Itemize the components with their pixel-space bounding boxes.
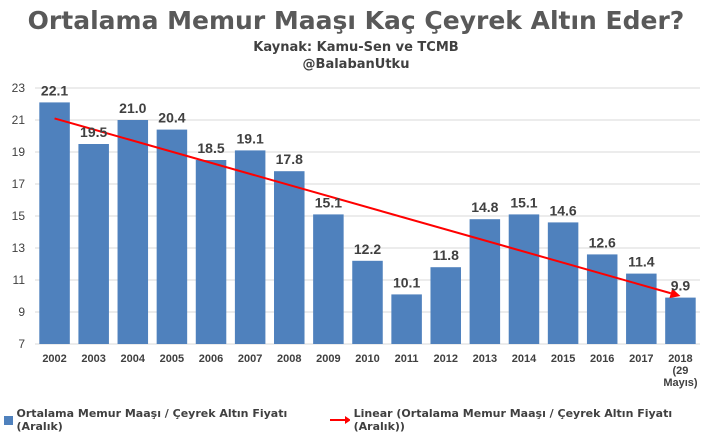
x-tick-label: 2003: [81, 353, 105, 365]
bar: [352, 260, 383, 344]
x-tick-label: 2008: [277, 353, 301, 365]
x-tick-label: 2009: [316, 353, 340, 365]
x-tick-label: 2014: [512, 353, 537, 365]
data-label: 17.8: [276, 151, 303, 167]
x-tick-label: 2016: [590, 353, 614, 365]
x-tick-label: 2006: [199, 353, 223, 365]
x-tick-label: 2004: [121, 353, 146, 365]
legend-trend-label: Linear (Ortalama Memur Maaşı / Çeyrek Al…: [353, 407, 673, 433]
x-tick-label: 2007: [238, 353, 262, 365]
data-label: 9.9: [671, 278, 691, 294]
chart-legend: Ortalama Memur Maaşı / Çeyrek Altın Fiya…: [0, 407, 712, 433]
legend-item-trend: Linear (Ortalama Memur Maaşı / Çeyrek Al…: [329, 407, 708, 433]
data-label: 15.1: [510, 194, 537, 210]
chart-author-handle: @BalabanUtku: [302, 57, 410, 72]
legend-item-bars: Ortalama Memur Maaşı / Çeyrek Altın Fiya…: [4, 407, 321, 433]
bar: [274, 171, 305, 344]
bar: [39, 102, 70, 345]
data-label: 14.8: [471, 199, 498, 215]
bar: [234, 150, 266, 344]
x-tick-label: 2005: [160, 353, 184, 365]
x-tick-label: 2018 (29 Mayıs): [663, 353, 698, 389]
data-label: 12.6: [589, 234, 616, 250]
bar: [586, 254, 618, 344]
data-label: 18.5: [197, 140, 224, 156]
y-tick-label: 17: [12, 177, 26, 191]
legend-bars-label: Ortalama Memur Maaşı / Çeyrek Altın Fiya…: [16, 407, 288, 433]
bar: [391, 294, 422, 344]
bar: [430, 267, 461, 344]
x-tick-label: 2015: [551, 353, 575, 365]
data-label: 14.6: [549, 202, 576, 218]
x-tick-label: 2010: [355, 353, 379, 365]
legend-bar-swatch: [4, 415, 13, 425]
x-tick-label: 2011: [395, 353, 419, 365]
bar-chart: 7 9 11 13 15 17 19 21 23 22.1 19.5 21.0 20.4 18.5 19.1…: [12, 81, 700, 389]
x-tick-label: 2017: [629, 353, 653, 365]
bar: [547, 222, 579, 344]
legend-trend-swatch: [329, 416, 350, 424]
bar: [195, 160, 227, 344]
data-label: 21.0: [119, 100, 146, 116]
data-label: 15.1: [315, 194, 342, 210]
bar: [156, 129, 188, 344]
chart-source: Kaynak: Kamu-Sen ve TCMB: [253, 40, 459, 55]
data-label: 19.5: [80, 124, 107, 140]
trend-arrowhead: [669, 288, 681, 299]
x-tick-label: 2013: [473, 353, 497, 365]
data-label: 11.8: [432, 247, 459, 263]
trend-line: [54, 117, 672, 295]
y-tick-label: 9: [18, 305, 25, 319]
y-tick-label: 13: [12, 241, 26, 255]
bar: [665, 297, 696, 344]
y-tick-label: 21: [12, 113, 26, 127]
bar: [78, 144, 109, 344]
data-label: 19.1: [237, 130, 264, 146]
bar: [117, 120, 149, 344]
chart-title: Ortalama Memur Maaşı Kaç Çeyrek Altın Ed…: [27, 6, 685, 35]
bar: [508, 214, 540, 344]
y-tick-label: 11: [13, 273, 26, 287]
bar: [313, 214, 344, 344]
y-tick-label: 15: [12, 209, 26, 223]
y-tick-label: 19: [12, 145, 26, 159]
y-tick-label: 23: [12, 81, 26, 95]
y-tick-label: 7: [18, 337, 25, 351]
data-label: 12.2: [354, 241, 381, 257]
data-label: 20.4: [158, 110, 185, 126]
data-label: 10.1: [393, 274, 420, 290]
x-tick-label: 2012: [433, 353, 457, 365]
x-tick-label: 2002: [42, 353, 66, 365]
data-label: 22.1: [41, 82, 68, 98]
data-label: 11.4: [628, 254, 655, 270]
